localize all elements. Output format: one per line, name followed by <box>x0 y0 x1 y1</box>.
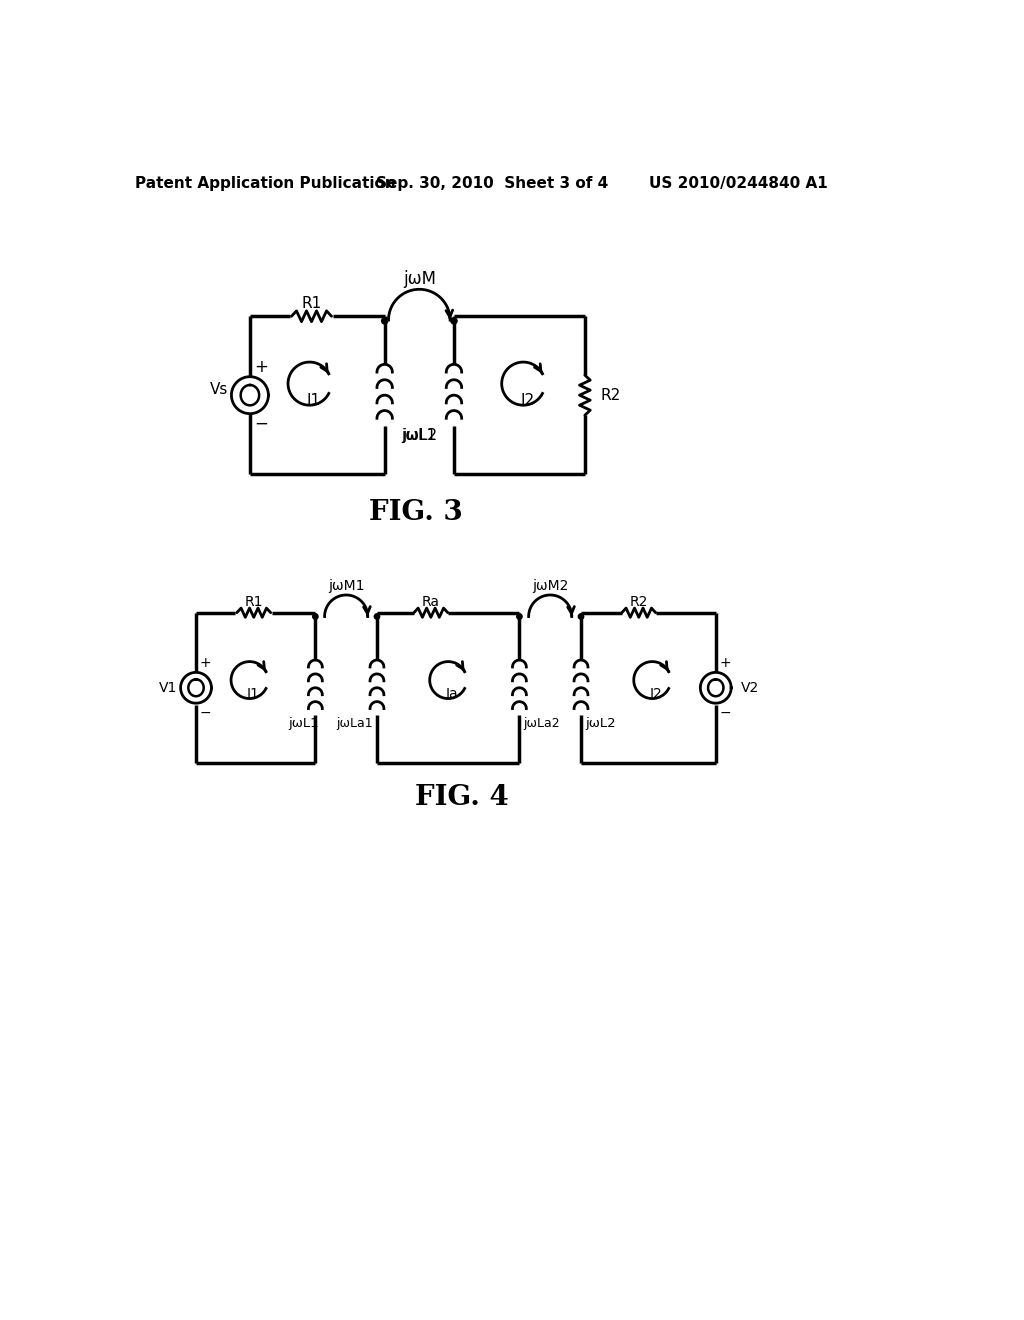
Text: jωL1: jωL1 <box>289 717 319 730</box>
Text: R1: R1 <box>301 297 322 312</box>
Text: +: + <box>200 656 211 671</box>
Text: Patent Application Publication: Patent Application Publication <box>135 177 395 191</box>
Text: jωL2: jωL2 <box>585 717 615 730</box>
Text: V2: V2 <box>740 681 759 694</box>
Text: Ra: Ra <box>422 595 440 609</box>
Text: jωLa1: jωLa1 <box>337 717 373 730</box>
Text: jωL1: jωL1 <box>401 428 436 442</box>
Circle shape <box>579 614 584 619</box>
Text: I1: I1 <box>247 686 260 701</box>
Text: R2: R2 <box>630 595 648 609</box>
Text: Vs: Vs <box>210 381 228 396</box>
Text: I2: I2 <box>520 393 535 408</box>
Text: US 2010/0244840 A1: US 2010/0244840 A1 <box>649 177 828 191</box>
Text: jωM1: jωM1 <box>328 578 365 593</box>
Text: jωL2: jωL2 <box>401 428 437 442</box>
Text: −: − <box>200 705 211 719</box>
Text: R1: R1 <box>245 595 263 609</box>
Text: −: − <box>719 705 731 719</box>
Text: +: + <box>719 656 731 671</box>
Text: Ia: Ia <box>445 686 459 701</box>
Circle shape <box>382 318 388 323</box>
Text: jωLa2: jωLa2 <box>523 717 560 730</box>
Text: R2: R2 <box>600 388 621 403</box>
Text: Sep. 30, 2010  Sheet 3 of 4: Sep. 30, 2010 Sheet 3 of 4 <box>377 177 608 191</box>
Circle shape <box>451 318 457 323</box>
Text: FIG. 4: FIG. 4 <box>415 784 509 810</box>
Text: −: − <box>254 414 267 433</box>
Circle shape <box>312 614 318 619</box>
Text: jωM2: jωM2 <box>532 578 568 593</box>
Text: I2: I2 <box>649 686 663 701</box>
Text: I1: I1 <box>306 393 321 408</box>
Text: V1: V1 <box>159 681 177 694</box>
Text: +: + <box>254 358 267 376</box>
Circle shape <box>517 614 522 619</box>
Text: jωM: jωM <box>402 269 436 288</box>
Circle shape <box>374 614 380 619</box>
Text: FIG. 3: FIG. 3 <box>369 499 462 527</box>
